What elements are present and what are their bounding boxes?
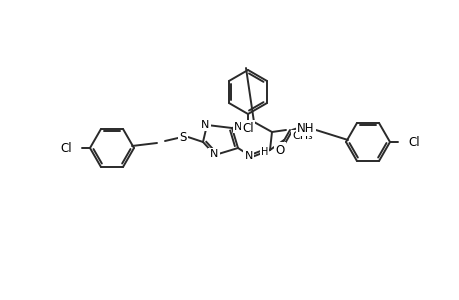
Text: O: O: [275, 143, 284, 157]
Text: N: N: [244, 151, 252, 161]
Text: N: N: [234, 122, 242, 132]
Text: Cl: Cl: [60, 142, 72, 154]
Text: NH: NH: [297, 122, 314, 134]
Text: N: N: [209, 149, 218, 159]
Text: CH₃: CH₃: [291, 131, 312, 141]
Text: Cl: Cl: [241, 122, 253, 134]
Text: H: H: [260, 147, 268, 157]
Text: Cl: Cl: [407, 136, 419, 148]
Text: S: S: [179, 130, 186, 143]
Text: N: N: [201, 120, 209, 130]
